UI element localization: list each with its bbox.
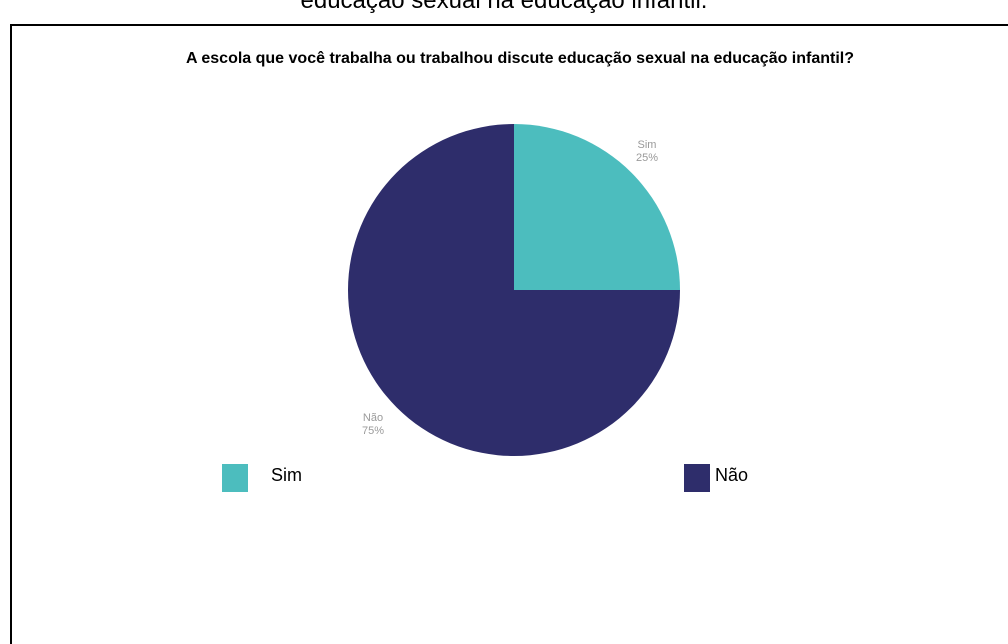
legend-swatch-sim	[222, 464, 248, 492]
legend-item-sim: Sim	[222, 464, 302, 492]
slice-label-nao-name: Não	[362, 412, 384, 424]
slice-label-nao: Não 75%	[362, 412, 384, 438]
legend-label-sim: Sim	[271, 464, 302, 485]
chart-title: A escola que você trabalha ou trabalhou …	[185, 50, 855, 67]
pie-slice-sim	[514, 124, 680, 290]
slice-label-nao-percent: 75%	[362, 425, 385, 437]
legend-item-nao: Não	[684, 464, 748, 492]
legend-label-nao: Não	[715, 464, 749, 485]
slice-label-sim-name: Sim	[637, 139, 657, 151]
legend-swatch-nao	[684, 464, 710, 492]
figure-caption: educação sexual na educação infantil.	[300, 0, 708, 14]
pie-chart	[348, 124, 680, 456]
pie-slice-nao	[348, 124, 680, 456]
slice-label-sim-percent: 25%	[636, 152, 659, 164]
slice-label-sim: Sim 25%	[636, 139, 658, 165]
